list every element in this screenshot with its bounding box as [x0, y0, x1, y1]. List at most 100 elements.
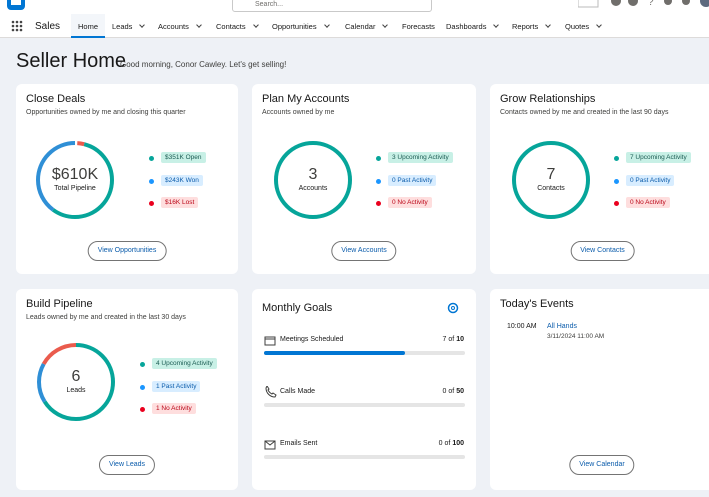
goal-value: 7 of 10: [443, 336, 464, 343]
card-title: Grow Relationships: [500, 93, 596, 105]
button[interactable]: View Accounts: [331, 241, 397, 261]
event-time: 10:00 AM: [507, 323, 537, 330]
center-label: Contacts: [537, 185, 565, 192]
goal-target: 100: [452, 440, 464, 447]
tab-label: Accounts: [158, 22, 189, 31]
legend-dot: [140, 407, 145, 412]
legend-dot: [614, 178, 619, 184]
tab-label: Quotes: [565, 22, 590, 31]
button[interactable]: View Contacts: [570, 241, 635, 261]
nav-tab[interactable]: Dashboards: [446, 14, 500, 38]
tab-label: Calendar: [345, 22, 376, 31]
legend-pill: 1 Past Activity: [152, 380, 201, 392]
legend-dot: [140, 384, 145, 390]
top-bar: Search... ?: [0, 0, 709, 14]
app-name: Sales: [35, 21, 61, 32]
legend-pill: 7 Upcoming Activity: [626, 152, 691, 163]
legend-dot: [376, 201, 381, 206]
nav-tab[interactable]: Forecasts: [402, 22, 435, 31]
nav-tab[interactable]: Contacts: [216, 14, 259, 38]
center-value: 6: [71, 368, 81, 385]
legend-dot: [149, 201, 154, 206]
goal-of: of: [444, 440, 451, 447]
event-datetime: 3/11/2024 11:00 AM: [547, 333, 605, 340]
legend-dot: [614, 201, 619, 206]
donut-segment: [274, 141, 352, 219]
donut: [274, 141, 352, 219]
donut: [36, 141, 114, 219]
goal-icon: [265, 386, 277, 398]
event-name[interactable]: All Hands: [547, 323, 577, 330]
center-label: Leads: [66, 387, 86, 394]
center-label: Total Pipeline: [54, 185, 96, 192]
legend-pill: 0 No Activity: [626, 197, 670, 208]
nav-bar: Sales Home Leads Accounts Contacts Oppor…: [0, 14, 709, 38]
progress-fill: [264, 351, 405, 355]
progress-track: [264, 455, 465, 459]
legend-pill: $243K Won: [161, 174, 203, 186]
goal-done: 0: [438, 440, 443, 447]
settings-icon[interactable]: [447, 302, 459, 314]
dashboard-card: Grow Relationships Contacts owned by me a…: [490, 84, 709, 274]
goal-value: 0 of 50: [443, 388, 464, 395]
legend-dot: [614, 156, 619, 161]
logo: [7, 0, 25, 10]
events-card: Today's Events 10:00 AM All Hands 3/11/2…: [490, 289, 709, 490]
donut-segment: [37, 343, 115, 421]
legend-dot: [376, 178, 381, 184]
button[interactable]: View Leads: [98, 455, 156, 475]
card-title: Today's Events: [500, 298, 574, 310]
goal-icon: [264, 336, 276, 346]
nav-tab[interactable]: Reports: [512, 14, 552, 38]
legend-dot: [149, 156, 154, 161]
button[interactable]: View Calendar: [569, 455, 635, 475]
legend-pill: 0 No Activity: [388, 197, 432, 208]
dashboard-card: Build Pipeline Leads owned by me and crea…: [16, 289, 238, 490]
header-icons: ?: [578, 0, 709, 8]
card-title: Monthly Goals: [262, 302, 333, 314]
goal-target: 10: [456, 336, 464, 343]
legend-pill: 0 Past Activity: [626, 174, 675, 186]
tab-label: Leads: [112, 22, 133, 31]
goal-done: 0: [442, 388, 447, 395]
nav-tab[interactable]: Home: [71, 14, 106, 38]
goal-icon: [264, 440, 276, 450]
card-subtitle: Accounts owned by me: [262, 109, 335, 116]
legend-dot: [376, 156, 381, 161]
page-title: Seller Home: [16, 50, 127, 72]
goal-label: Calls Made: [280, 388, 316, 395]
button[interactable]: View Opportunities: [87, 241, 167, 261]
goal-of: of: [448, 388, 455, 395]
legend-pill: 1 No Activity: [152, 403, 196, 414]
legend-dot: [149, 178, 154, 184]
legend-dot: [140, 362, 145, 367]
donut: [37, 343, 115, 421]
donut-segment: [37, 343, 115, 421]
donut-segment: [36, 141, 114, 219]
dashboard-card: Close Deals Opportunities owned by me and…: [16, 84, 238, 274]
app-launcher[interactable]: [11, 20, 23, 32]
nav-tab[interactable]: Opportunities: [272, 14, 330, 38]
tab-label: Opportunities: [272, 22, 317, 31]
greeting: Good morning, Conor Cawley. Let's get se…: [120, 60, 287, 69]
monthly-goals-card: Monthly Goals Meetings Scheduled 7 of 10 C…: [252, 289, 476, 490]
legend-pill: 0 Past Activity: [388, 174, 437, 186]
progress-track: [264, 403, 465, 407]
nav-tab[interactable]: Quotes: [565, 14, 603, 38]
card-subtitle: Opportunities owned by me and closing th…: [26, 109, 186, 116]
search-placeholder: Search...: [255, 1, 284, 8]
goal-label: Emails Sent: [280, 440, 318, 447]
goal-label: Meetings Scheduled: [280, 336, 344, 343]
goal-target: 50: [456, 388, 464, 395]
nav-tab[interactable]: Leads: [112, 14, 146, 38]
search-box[interactable]: Search...: [232, 0, 432, 12]
nav-tab[interactable]: Calendar: [345, 14, 389, 38]
center-label: Accounts: [298, 185, 328, 192]
nav-tab[interactable]: Accounts: [158, 14, 202, 38]
center-value: $610K: [51, 166, 99, 183]
donut-segment: [36, 141, 114, 219]
card-subtitle: Leads owned by me and created in the las…: [26, 314, 186, 321]
donut-segment: [512, 141, 590, 219]
